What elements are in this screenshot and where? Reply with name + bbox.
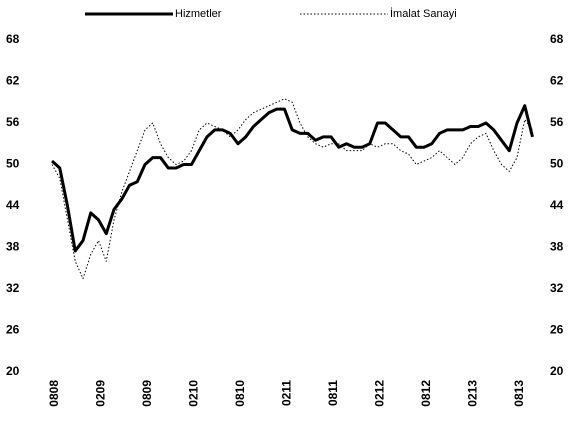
y-tick-label: 68 (6, 32, 20, 46)
y2-tick-label: 68 (550, 32, 564, 46)
x-tick-label: 0213 (466, 380, 480, 407)
x-tick-label: 0813 (512, 380, 526, 407)
x-tick-label: 0809 (140, 380, 154, 407)
y2-tick-label: 32 (550, 281, 564, 295)
y-tick-label: 50 (6, 157, 20, 171)
y-tick-label: 62 (6, 74, 20, 88)
y2-tick-label: 26 (550, 323, 564, 337)
x-tick-label: 0210 (187, 380, 201, 407)
y-tick-label: 26 (6, 323, 20, 337)
y2-tick-label: 56 (550, 115, 564, 129)
y-tick-label: 32 (6, 281, 20, 295)
legend-label: Hizmetler (175, 8, 222, 20)
y2-tick-label: 38 (550, 240, 564, 254)
x-tick-label: 0212 (373, 380, 387, 407)
series-line (51, 98, 533, 280)
x-tick-label: 0812 (419, 380, 433, 407)
x-tick-label: 0211 (280, 380, 294, 406)
legend-label: İmalat Sanayi (390, 7, 457, 20)
series-line (51, 104, 534, 253)
y2-tick-label: 50 (550, 157, 564, 171)
y-tick-label: 20 (6, 364, 20, 378)
y-tick-label: 56 (6, 115, 20, 129)
y-tick-label: 44 (6, 198, 20, 212)
x-tick-label: 0811 (326, 380, 340, 406)
y2-tick-label: 20 (550, 364, 564, 378)
y2-tick-label: 44 (550, 198, 564, 212)
y2-tick-label: 62 (550, 74, 564, 88)
x-tick-label: 0808 (47, 380, 61, 407)
y-tick-label: 38 (6, 240, 20, 254)
x-tick-label: 0810 (233, 380, 247, 407)
x-tick-label: 0209 (94, 380, 108, 407)
